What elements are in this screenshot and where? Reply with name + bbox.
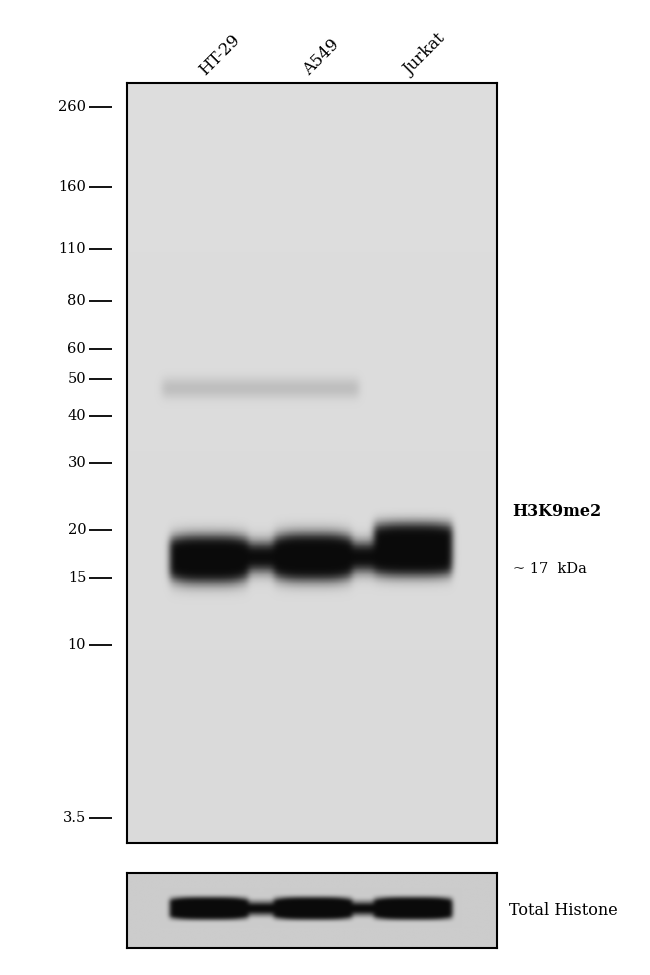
Text: 40: 40 (68, 409, 86, 422)
Text: 260: 260 (58, 99, 86, 113)
Text: 160: 160 (58, 179, 86, 194)
Text: Jurkat: Jurkat (400, 30, 448, 79)
Text: 20: 20 (68, 523, 86, 537)
Text: 15: 15 (68, 570, 86, 585)
Text: 10: 10 (68, 638, 86, 651)
Text: HT-29: HT-29 (196, 31, 244, 79)
Text: 60: 60 (68, 341, 86, 356)
Text: A549: A549 (300, 36, 343, 79)
Text: ~ 17  kDa: ~ 17 kDa (512, 562, 586, 576)
Text: 50: 50 (68, 371, 86, 386)
Text: 80: 80 (68, 294, 86, 308)
Text: 110: 110 (58, 242, 86, 255)
Text: 3.5: 3.5 (63, 811, 86, 825)
Text: H3K9me2: H3K9me2 (512, 503, 602, 521)
Text: 30: 30 (68, 456, 86, 470)
Text: Total Histone: Total Histone (510, 902, 618, 918)
